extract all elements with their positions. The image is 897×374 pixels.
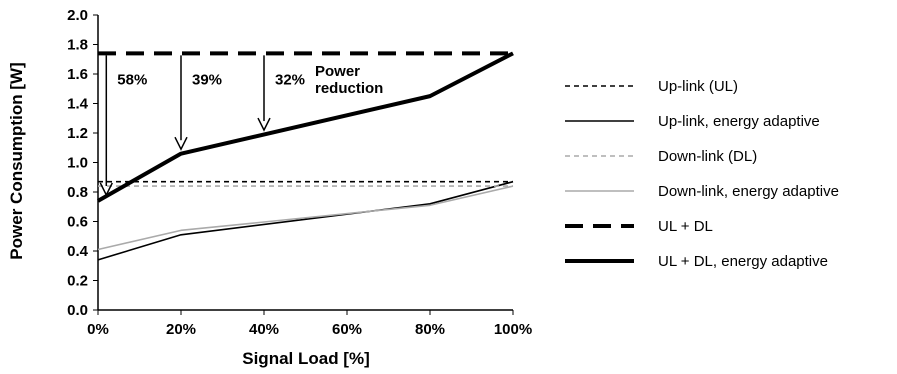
- x-tick-label: 40%: [249, 321, 279, 338]
- reduction-arrowhead-2: [174, 136, 188, 151]
- x-tick-label: 0%: [87, 321, 109, 338]
- y-tick-label: 1.8: [67, 37, 88, 54]
- reduction-arrowhead-3: [257, 117, 271, 132]
- annotation-power-label: Power: [315, 63, 360, 80]
- x-tick-label: 20%: [166, 321, 196, 338]
- reduction-label-1: 58%: [117, 71, 147, 88]
- legend: Up-link (UL) Up-link, energy adaptive Down…: [565, 78, 839, 270]
- legend-label-5: UL + DL: [658, 218, 713, 235]
- y-tick-label: 0.6: [67, 214, 88, 231]
- series-line-4: [97, 185, 514, 251]
- reduction-label-2: 39%: [192, 71, 222, 88]
- x-tick-label: 60%: [332, 321, 362, 338]
- series-line-6: [97, 51, 514, 203]
- x-axis-title: Signal Load [%]: [242, 349, 370, 368]
- legend-label-4: Down-link, energy adaptive: [658, 183, 839, 200]
- reduction-label-3: 32%: [275, 71, 305, 88]
- y-tick-label: 0.4: [67, 243, 89, 260]
- y-tick-label: 2.0: [67, 7, 88, 24]
- y-tick-label: 1.4: [67, 96, 89, 113]
- series-line-2: [97, 180, 514, 261]
- y-axis-title: Power Consumption [W]: [7, 62, 26, 259]
- reduction-arrowhead-1: [99, 182, 113, 197]
- x-tick-label: 80%: [415, 321, 445, 338]
- plot-area: 0.0 0.2 0.4 0.6 0.8 1.0 1.2 1.4 1.6 1.8 2.0 0% 20% 40…: [67, 7, 532, 338]
- x-tick-label: 100%: [494, 321, 532, 338]
- y-tick-label: 0.2: [67, 273, 88, 290]
- y-tick-label: 1.6: [67, 66, 88, 83]
- y-tick-label: 0.8: [67, 184, 88, 201]
- legend-label-6: UL + DL, energy adaptive: [658, 253, 828, 270]
- y-tick-label: 1.2: [67, 125, 88, 142]
- legend-label-1: Up-link (UL): [658, 78, 738, 95]
- legend-label-2: Up-link, energy adaptive: [658, 113, 820, 130]
- annotation-reduction-label: reduction: [315, 80, 383, 97]
- y-tick-label: 1.0: [67, 155, 88, 172]
- y-tick-label: 0.0: [67, 302, 88, 319]
- legend-label-3: Down-link (DL): [658, 148, 757, 165]
